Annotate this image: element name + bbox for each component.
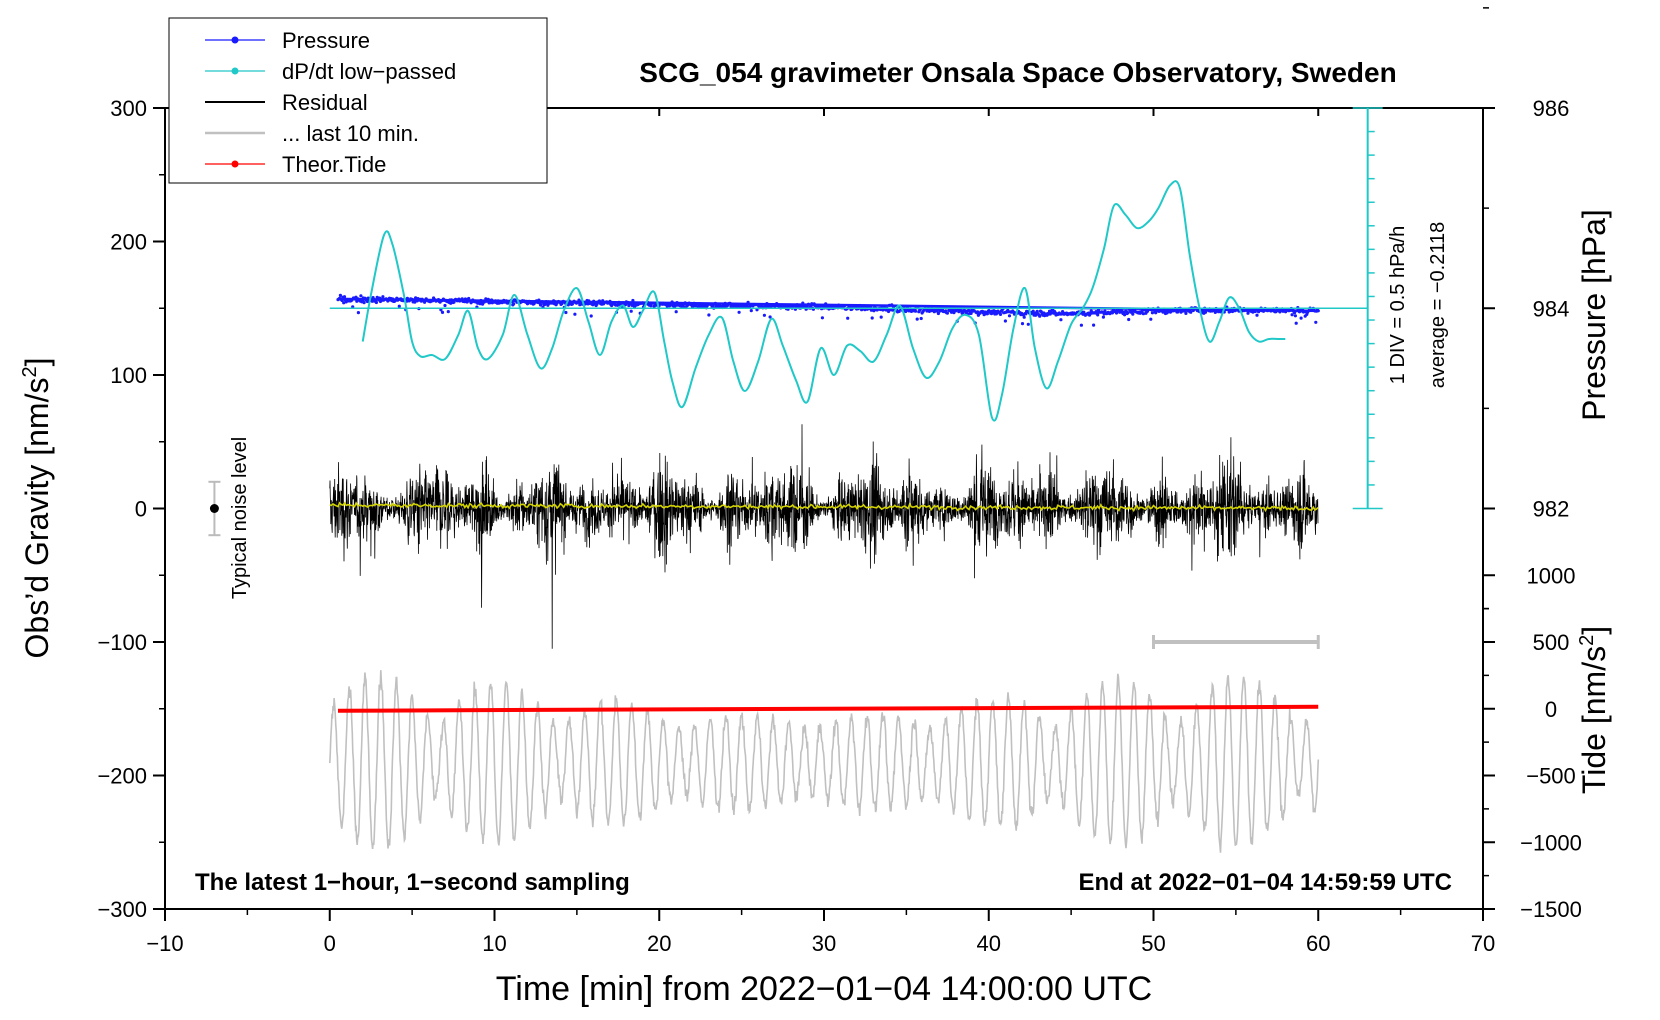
y-tick-label: −300 <box>97 897 147 922</box>
dpdt-average-label: average = −0.2118 <box>1427 222 1449 388</box>
y-axis-tide: 1000 500 0 −500 −1000 −1500 <box>1483 563 1582 922</box>
x-tick-label: −10 <box>146 931 183 956</box>
annotation-sampling: The latest 1−hour, 1−second sampling <box>195 869 630 896</box>
y-axis-label-pressure: Pressure [hPa] <box>1576 209 1612 421</box>
tide-tick-label: 0 <box>1545 697 1557 722</box>
x-tick-label: 50 <box>1141 931 1165 956</box>
y-tick-label: 100 <box>110 363 147 388</box>
legend-label-pressure: Pressure <box>282 28 370 53</box>
x-axis-label: Time [min] from 2022−01−04 14:00:00 UTC <box>496 970 1152 1008</box>
y-axis-label-left: Obs’d Gravity [nm/s2] <box>19 358 55 659</box>
tide-tick-label: −1500 <box>1520 897 1582 922</box>
noise-level-marker <box>208 480 221 537</box>
legend-label-last10: ... last 10 min. <box>282 121 419 146</box>
y-label-tide-sup: 2 <box>1576 635 1598 646</box>
y-label-left-end: ] <box>19 358 55 367</box>
legend-item-residual: Residual <box>205 90 368 115</box>
x-axis: −10 0 10 20 30 40 50 60 70 <box>146 108 1495 956</box>
y-label-left-sup: 2 <box>19 366 41 377</box>
tide-tick-label: −500 <box>1526 764 1576 789</box>
legend-box <box>168 17 548 184</box>
legend-item-dpdt: dP/dt low−passed <box>205 59 456 84</box>
last-10-min-bar <box>1152 635 1320 649</box>
dpdt-div-label: 1 DIV = 0.5 hPa/h <box>1387 226 1409 384</box>
pressure-tick-label: 982 <box>1533 497 1570 522</box>
dpdt-scale <box>329 107 1383 510</box>
annotation-end-time: End at 2022−01−04 14:59:59 UTC <box>1078 869 1452 896</box>
residual-mean-line <box>329 501 1319 513</box>
legend-item-pressure: Pressure <box>205 28 370 53</box>
x-tick-label: 10 <box>482 931 506 956</box>
last-10-min-series <box>329 670 1320 853</box>
y-tick-label: −100 <box>97 630 147 655</box>
y-label-tide-main: Tide [nm/s <box>1576 646 1612 794</box>
pressure-tick-label: 984 <box>1533 296 1570 321</box>
legend-item-tide: Theor.Tide <box>205 152 386 177</box>
y-tick-label: 200 <box>110 230 147 255</box>
theor-tide-series <box>337 704 1319 713</box>
legend-label-tide: Theor.Tide <box>282 152 386 177</box>
dpdt-series <box>361 180 1286 422</box>
legend: Pressure dP/dt low−passed Residual ... l… <box>168 17 548 184</box>
y-tick-label: 300 <box>110 96 147 121</box>
chart-title: SCG_054 gravimeter Onsala Space Observat… <box>639 57 1396 88</box>
x-tick-label: 70 <box>1471 931 1495 956</box>
legend-marker-dpdt <box>231 67 239 75</box>
last-10-min-line <box>329 670 1320 853</box>
x-tick-label: 0 <box>324 931 336 956</box>
x-tick-label: 30 <box>812 931 836 956</box>
tide-tick-label: −1000 <box>1520 830 1582 855</box>
residual-mean-series <box>329 501 1319 513</box>
legend-label-dpdt: dP/dt low−passed <box>282 59 456 84</box>
legend-label-residual: Residual <box>282 90 368 115</box>
y-label-left-main: Obs’d Gravity [nm/s <box>19 378 55 659</box>
noise-center-dot <box>209 504 219 513</box>
y-axis-label-tide: Tide [nm/s2] <box>1576 626 1612 794</box>
y-tick-label: 0 <box>135 497 147 522</box>
y-tick-label: −200 <box>97 764 147 789</box>
tide-tick-label: 500 <box>1533 630 1570 655</box>
pressure-tick-label: 986 <box>1533 96 1570 121</box>
legend-marker-tide <box>231 160 239 168</box>
tide-tick-label: 1000 <box>1527 563 1576 588</box>
legend-item-last10: ... last 10 min. <box>205 121 419 146</box>
x-tick-label: 60 <box>1306 931 1330 956</box>
x-tick-label: 40 <box>977 931 1001 956</box>
dpdt-line <box>361 180 1286 422</box>
x-tick-label: 20 <box>647 931 671 956</box>
y-label-tide-end: ] <box>1576 626 1612 635</box>
noise-level-label: Typical noise level <box>229 437 251 599</box>
theor-tide-line <box>337 704 1319 713</box>
y-axis-left: 300 200 100 0 −100 −200 −300 <box>97 96 165 922</box>
legend-marker-pressure <box>231 36 239 44</box>
